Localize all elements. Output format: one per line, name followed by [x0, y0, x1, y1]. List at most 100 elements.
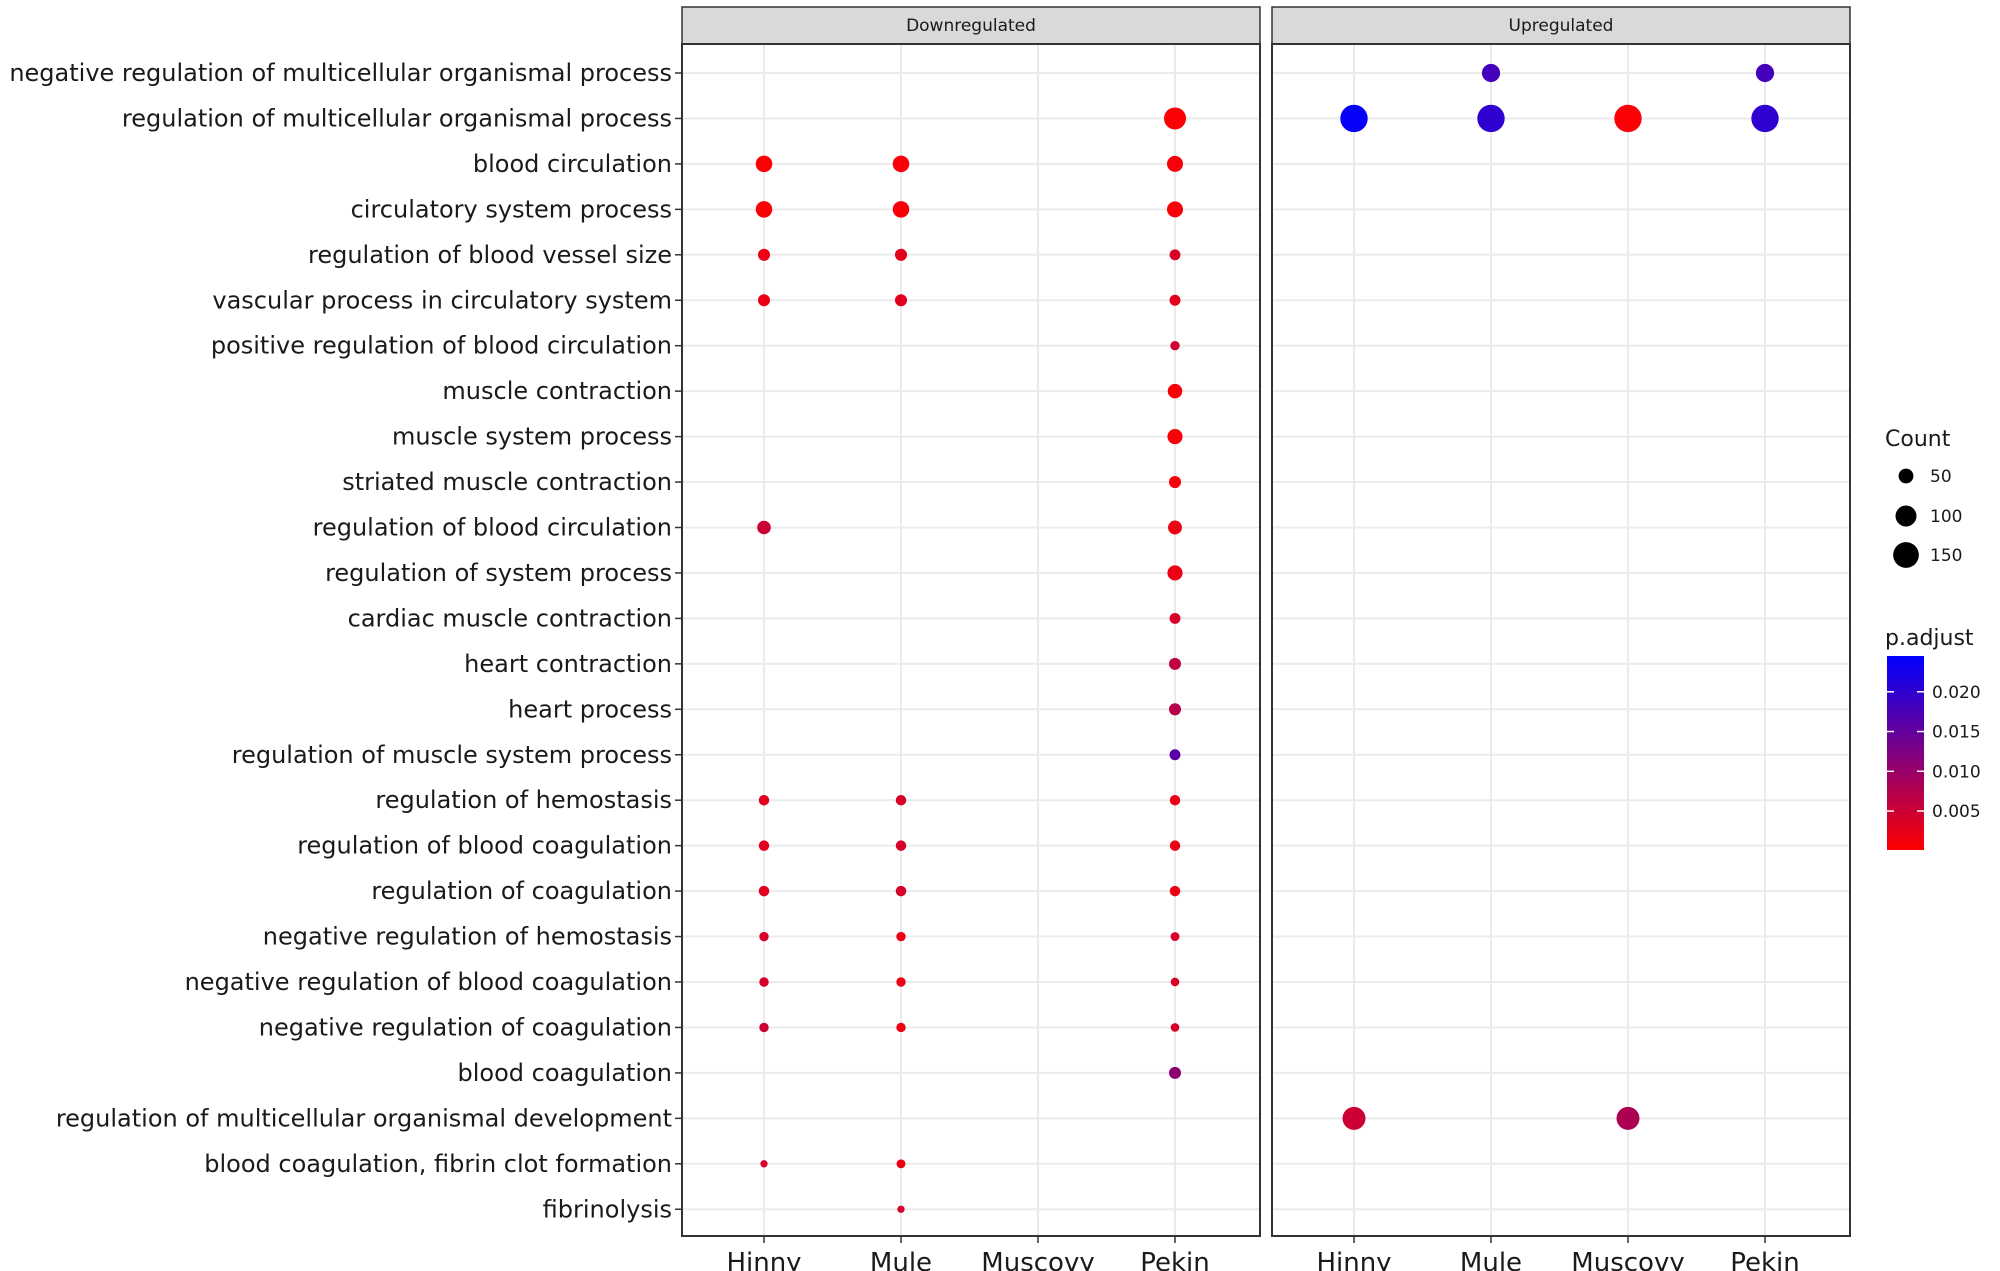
data-point: [894, 294, 908, 307]
data-point: [759, 1022, 769, 1033]
size-legend-label: 150: [1930, 546, 1962, 566]
data-point: [896, 977, 906, 987]
data-point: [892, 155, 910, 173]
data-point: [1169, 249, 1181, 261]
y-tick-label: fibrinolysis: [543, 1195, 672, 1223]
colorbar-label: 0.015: [1932, 723, 1981, 743]
size-legend-key: [1898, 468, 1914, 484]
y-tick-label: positive regulation of blood circulation: [211, 332, 672, 360]
y-tick-label: muscle system process: [392, 423, 672, 451]
x-tick-label: Pekin: [1730, 1248, 1800, 1271]
data-point: [759, 931, 769, 942]
color-legend-title: p.adjust: [1885, 626, 1974, 651]
data-point: [1168, 703, 1182, 716]
y-tick-label: blood coagulation: [457, 1059, 672, 1087]
color-legend: p.adjust 0.020 0.015 0.010 0.005: [1885, 626, 1981, 850]
colorbar: [1887, 656, 1924, 850]
data-point: [894, 248, 908, 261]
data-point: [758, 885, 770, 897]
x-tick-label: Muscovy: [981, 1248, 1094, 1271]
y-tick-label: negative regulation of coagulation: [259, 1013, 672, 1041]
panel-border: [1271, 43, 1851, 1237]
y-tick-label: regulation of multicellular organismal p…: [122, 104, 672, 132]
y-tick-label: regulation of coagulation: [371, 877, 672, 905]
data-point: [896, 931, 906, 942]
data-point: [1169, 749, 1181, 761]
data-point: [1168, 1066, 1182, 1079]
facet-panels: Downregulated Hinny Mule Muscovy Pekin Upregu…: [681, 6, 1851, 1271]
size-legend-title: Count: [1885, 427, 1951, 452]
data-point: [1170, 932, 1180, 941]
data-point: [1170, 341, 1180, 351]
colorbar-label: 0.020: [1932, 683, 1981, 703]
data-point: [757, 520, 771, 535]
y-tick-label: striated muscle contraction: [342, 468, 672, 496]
data-point: [757, 294, 771, 307]
data-point: [1167, 201, 1183, 218]
x-tick-label: Hinny: [1316, 1248, 1391, 1271]
facet-strip: [681, 6, 1261, 45]
size-legend-label: 100: [1930, 507, 1962, 527]
y-tick-label: regulation of multicellular organismal d…: [56, 1104, 672, 1132]
data-point: [1342, 1106, 1366, 1130]
data-point: [892, 201, 910, 218]
data-point: [1169, 840, 1181, 851]
data-point: [1169, 612, 1181, 624]
size-legend: Count 50 100 150: [1885, 427, 1962, 568]
y-tick-label: blood circulation: [473, 150, 672, 178]
y-tick-label: regulation of blood circulation: [313, 514, 672, 542]
data-point: [1170, 1023, 1180, 1032]
y-tick-label: heart contraction: [464, 650, 672, 678]
data-point: [1168, 520, 1182, 535]
facet-panel-downregulated: Downregulated Hinny Mule Muscovy Pekin: [681, 6, 1261, 1271]
y-tick-label: regulation of blood coagulation: [297, 832, 672, 860]
data-point: [1477, 104, 1505, 133]
data-point: [1168, 476, 1182, 489]
data-point: [1481, 63, 1501, 83]
data-point: [896, 1022, 906, 1033]
size-legend-key: [1895, 505, 1917, 527]
size-legend-label: 50: [1930, 467, 1952, 487]
data-point: [1340, 104, 1368, 133]
data-point: [1167, 429, 1183, 445]
y-tick-label: muscle contraction: [442, 377, 672, 405]
data-point: [1163, 107, 1187, 130]
x-tick-label: Mule: [870, 1248, 932, 1271]
panel-background: [682, 44, 1260, 1236]
x-tick-label: Hinny: [726, 1248, 801, 1271]
data-point: [895, 885, 907, 897]
data-point: [1167, 383, 1183, 399]
y-axis: negative regulation of multicellular org…: [9, 59, 682, 1223]
data-point: [1755, 63, 1775, 83]
facet-strip-label: Upregulated: [1509, 16, 1614, 36]
y-tick-label: circulatory system process: [351, 195, 672, 223]
colorbar-label: 0.010: [1932, 762, 1981, 782]
x-tick-label: Mule: [1460, 1248, 1522, 1271]
data-point: [1169, 794, 1181, 806]
colorbar-label: 0.005: [1932, 802, 1981, 822]
facet-strip-label: Downregulated: [906, 16, 1036, 36]
panel-background: [1272, 44, 1850, 1236]
data-point: [755, 155, 773, 173]
data-point: [1168, 657, 1182, 670]
data-point: [897, 1205, 905, 1213]
facet-panel-upregulated: Upregulated Hinny Mule Muscovy Pekin: [1271, 6, 1851, 1271]
data-point: [758, 794, 770, 806]
y-tick-label: heart process: [508, 695, 672, 723]
data-point: [1751, 104, 1779, 133]
size-legend-key: [1893, 542, 1919, 568]
x-tick-label: Pekin: [1140, 1248, 1210, 1271]
legends: Count 50 100 150 p.adjust 0.020 0.015 0.010 0.00…: [1885, 427, 1981, 850]
y-tick-label: blood coagulation, fibrin clot formation: [204, 1150, 672, 1178]
data-point: [895, 840, 907, 851]
y-tick-label: regulation of muscle system process: [232, 741, 672, 769]
y-tick-label: regulation of system process: [325, 559, 672, 587]
data-point: [755, 201, 773, 218]
facet-strip: [1271, 6, 1851, 45]
data-point: [759, 977, 769, 987]
data-point: [1614, 104, 1642, 133]
y-tick-label: negative regulation of blood coagulation: [185, 968, 672, 996]
data-point: [760, 1160, 768, 1168]
data-point: [895, 794, 907, 806]
